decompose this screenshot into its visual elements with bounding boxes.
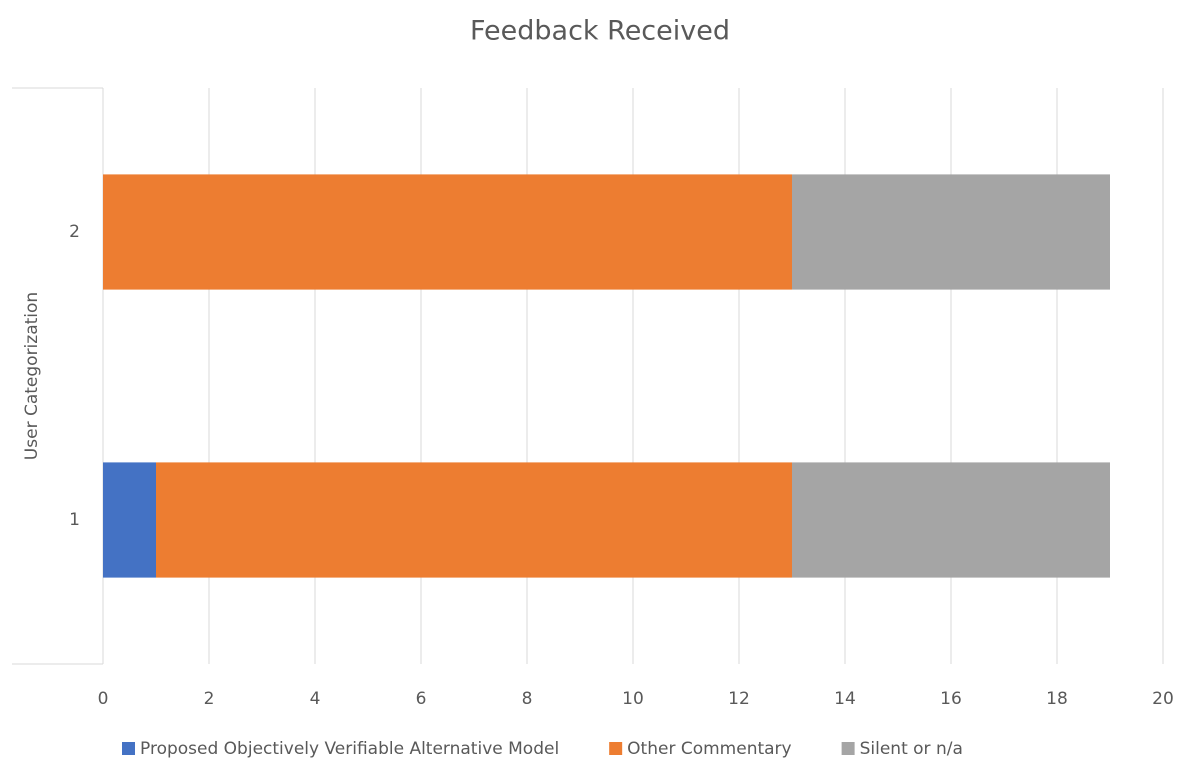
x-tick-label: 20 [1152,689,1174,709]
bar-segment [792,174,1110,290]
x-tick-label: 16 [940,689,962,709]
y-tick-label: 2 [69,222,80,242]
x-tick-label: 14 [834,689,856,709]
bar-segment [103,174,792,290]
x-tick-label: 6 [416,689,427,709]
legend-label: Other Commentary [627,739,791,759]
x-tick-label: 2 [204,689,215,709]
x-tick-label: 18 [1046,689,1068,709]
y-tick-label: 1 [69,510,80,530]
legend-swatch [841,742,855,755]
chart-title: Feedback Received [470,16,730,47]
y-axis-label: User Categorization [22,292,42,460]
x-tick-label: 0 [98,689,109,709]
x-tick-label: 8 [522,689,533,709]
bar-segment [103,462,156,578]
x-tick-label: 12 [728,689,750,709]
bar-segment [792,462,1110,578]
legend-swatch [609,742,623,755]
legend-label: Proposed Objectively Verifiable Alternat… [140,739,559,759]
bar-segment [156,462,792,578]
x-tick-label: 4 [310,689,321,709]
x-tick-label: 10 [622,689,644,709]
legend-swatch [122,742,135,755]
legend-label: Silent or n/a [860,739,963,759]
